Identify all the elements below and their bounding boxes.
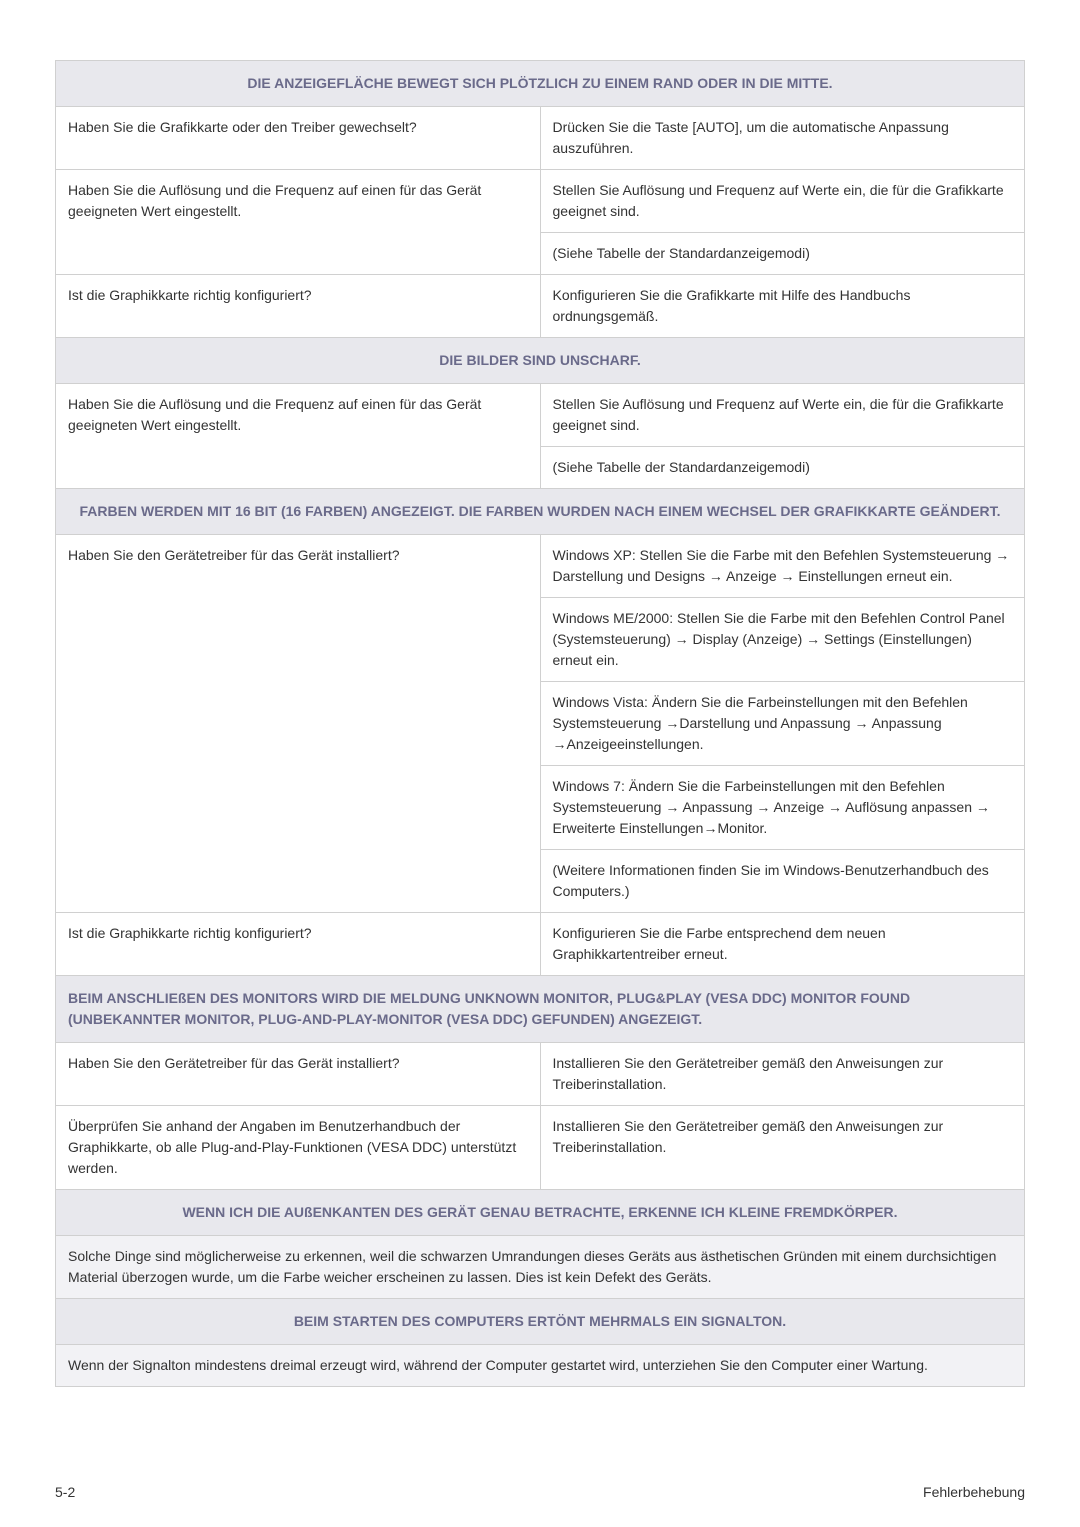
section6-desc-row: Wenn der Signalton mindestens dreimal er… bbox=[56, 1345, 1025, 1387]
section3-row1a: Haben Sie den Gerätetreiber für das Gerä… bbox=[56, 535, 1025, 598]
section1-row1: Haben Sie die Grafikkarte oder den Treib… bbox=[56, 107, 1025, 170]
section6-desc: Wenn der Signalton mindestens dreimal er… bbox=[56, 1345, 1025, 1387]
section1-header: DIE ANZEIGEFLÄCHE BEWEGT SICH PLÖTZLICH … bbox=[56, 61, 1025, 107]
s3r1-answer-e: (Weitere Informationen finden Sie im Win… bbox=[540, 850, 1025, 913]
section1-row3: Ist die Graphikkarte richtig konfigurier… bbox=[56, 275, 1025, 338]
s4r1-question: Haben Sie den Gerätetreiber für das Gerä… bbox=[56, 1043, 541, 1106]
section5-title: WENN ICH DIE AUßENKANTEN DES GERÄT GENAU… bbox=[56, 1190, 1025, 1236]
s2r1-question: Haben Sie die Auflösung und die Frequenz… bbox=[56, 384, 541, 489]
section3-header: FARBEN WERDEN MIT 16 BIT (16 FARBEN) ANG… bbox=[56, 489, 1025, 535]
section3-title: FARBEN WERDEN MIT 16 BIT (16 FARBEN) ANG… bbox=[56, 489, 1025, 535]
s1r3-answer: Konfigurieren Sie die Grafikkarte mit Hi… bbox=[540, 275, 1025, 338]
section5-header: WENN ICH DIE AUßENKANTEN DES GERÄT GENAU… bbox=[56, 1190, 1025, 1236]
s4r2-question: Überprüfen Sie anhand der Angaben im Ben… bbox=[56, 1106, 541, 1190]
s1r2-question: Haben Sie die Auflösung und die Frequenz… bbox=[56, 170, 541, 275]
footer-section-label: Fehlerbehebung bbox=[923, 1482, 1025, 1503]
s3r1-question: Haben Sie den Gerätetreiber für das Gerä… bbox=[56, 535, 541, 913]
s1r2-answer-b: (Siehe Tabelle der Standardanzeigemodi) bbox=[540, 233, 1025, 275]
s3r1-answer-a: Windows XP: Stellen Sie die Farbe mit de… bbox=[540, 535, 1025, 598]
s3r1-answer-d: Windows 7: Ändern Sie die Farbeinstellun… bbox=[540, 766, 1025, 850]
s3r1-answer-b: Windows ME/2000: Stellen Sie die Farbe m… bbox=[540, 598, 1025, 682]
section4-header: BEIM ANSCHLIEßEN DES MONITORS WIRD DIE M… bbox=[56, 976, 1025, 1043]
section4-row1: Haben Sie den Gerätetreiber für das Gerä… bbox=[56, 1043, 1025, 1106]
section2-header: DIE BILDER SIND UNSCHARF. bbox=[56, 338, 1025, 384]
section5-desc: Solche Dinge sind möglicherweise zu erke… bbox=[56, 1236, 1025, 1299]
page-footer: 5-2 Fehlerbehebung bbox=[55, 1482, 1025, 1503]
section2-title: DIE BILDER SIND UNSCHARF. bbox=[56, 338, 1025, 384]
s3r1-answer-c: Windows Vista: Ändern Sie die Farbeinste… bbox=[540, 682, 1025, 766]
s1r1-question: Haben Sie die Grafikkarte oder den Treib… bbox=[56, 107, 541, 170]
s1r3-question: Ist die Graphikkarte richtig konfigurier… bbox=[56, 275, 541, 338]
s2r1-answer-b: (Siehe Tabelle der Standardanzeigemodi) bbox=[540, 447, 1025, 489]
s4r1-answer: Installieren Sie den Gerätetreiber gemäß… bbox=[540, 1043, 1025, 1106]
section3-row2: Ist die Graphikkarte richtig konfigurier… bbox=[56, 913, 1025, 976]
section6-header: BEIM STARTEN DES COMPUTERS ERTÖNT MEHRMA… bbox=[56, 1299, 1025, 1345]
section4-title: BEIM ANSCHLIEßEN DES MONITORS WIRD DIE M… bbox=[56, 976, 1025, 1043]
section4-row2: Überprüfen Sie anhand der Angaben im Ben… bbox=[56, 1106, 1025, 1190]
footer-page-number: 5-2 bbox=[55, 1482, 75, 1503]
s4r2-answer: Installieren Sie den Gerätetreiber gemäß… bbox=[540, 1106, 1025, 1190]
troubleshooting-table: DIE ANZEIGEFLÄCHE BEWEGT SICH PLÖTZLICH … bbox=[55, 60, 1025, 1387]
s3r2-question: Ist die Graphikkarte richtig konfigurier… bbox=[56, 913, 541, 976]
section5-desc-row: Solche Dinge sind möglicherweise zu erke… bbox=[56, 1236, 1025, 1299]
section6-title: BEIM STARTEN DES COMPUTERS ERTÖNT MEHRMA… bbox=[56, 1299, 1025, 1345]
s3r2-answer: Konfigurieren Sie die Farbe entsprechend… bbox=[540, 913, 1025, 976]
section2-row1a: Haben Sie die Auflösung und die Frequenz… bbox=[56, 384, 1025, 447]
s1r2-answer-a: Stellen Sie Auflösung und Frequenz auf W… bbox=[540, 170, 1025, 233]
s2r1-answer-a: Stellen Sie Auflösung und Frequenz auf W… bbox=[540, 384, 1025, 447]
section1-title: DIE ANZEIGEFLÄCHE BEWEGT SICH PLÖTZLICH … bbox=[56, 61, 1025, 107]
s1r1-answer: Drücken Sie die Taste [AUTO], um die aut… bbox=[540, 107, 1025, 170]
section1-row2a: Haben Sie die Auflösung und die Frequenz… bbox=[56, 170, 1025, 233]
